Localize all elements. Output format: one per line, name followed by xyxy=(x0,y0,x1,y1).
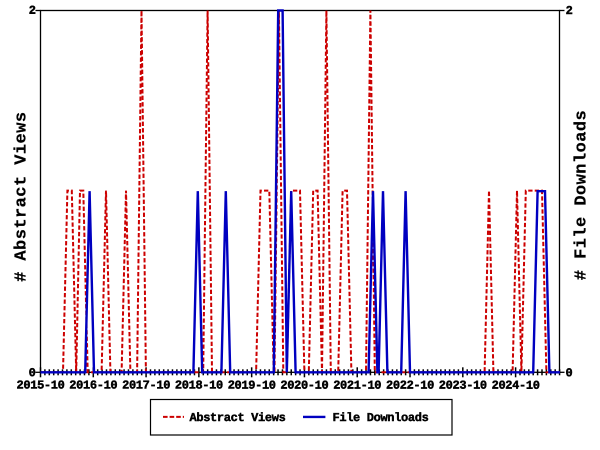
svg-text:2018-10: 2018-10 xyxy=(175,379,223,393)
svg-text:2024-10: 2024-10 xyxy=(492,379,540,393)
svg-text:2017-10: 2017-10 xyxy=(122,379,170,393)
svg-text:File Downloads: File Downloads xyxy=(332,411,428,425)
svg-text:2022-10: 2022-10 xyxy=(386,379,434,393)
svg-text:2020-10: 2020-10 xyxy=(280,379,328,393)
svg-text:0: 0 xyxy=(29,366,36,380)
svg-text:2015-10: 2015-10 xyxy=(17,378,65,392)
svg-text:2021-10: 2021-10 xyxy=(333,379,381,393)
svg-text:2: 2 xyxy=(566,4,573,18)
svg-text:2023-10: 2023-10 xyxy=(439,379,487,393)
svg-text:Abstract Views: Abstract Views xyxy=(189,411,285,425)
svg-text:# File Downloads: # File Downloads xyxy=(573,110,592,280)
svg-text:2019-10: 2019-10 xyxy=(228,379,276,393)
svg-text:2016-10: 2016-10 xyxy=(69,378,117,392)
svg-text:# Abstract Views: # Abstract Views xyxy=(13,111,32,281)
svg-text:2: 2 xyxy=(29,4,36,18)
svg-text:0: 0 xyxy=(565,366,572,380)
